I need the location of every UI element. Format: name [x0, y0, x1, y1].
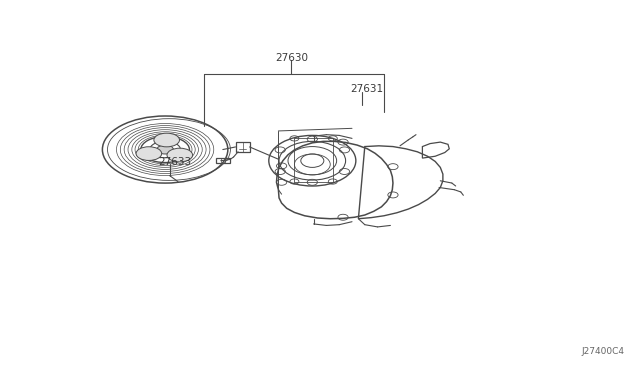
Ellipse shape	[167, 148, 193, 162]
Text: 27630: 27630	[275, 53, 308, 62]
Text: 27631: 27631	[351, 84, 384, 94]
Ellipse shape	[157, 145, 173, 154]
Text: 27633: 27633	[159, 157, 192, 167]
Ellipse shape	[154, 133, 179, 147]
Text: J27400C4: J27400C4	[581, 347, 624, 356]
Ellipse shape	[136, 147, 162, 160]
